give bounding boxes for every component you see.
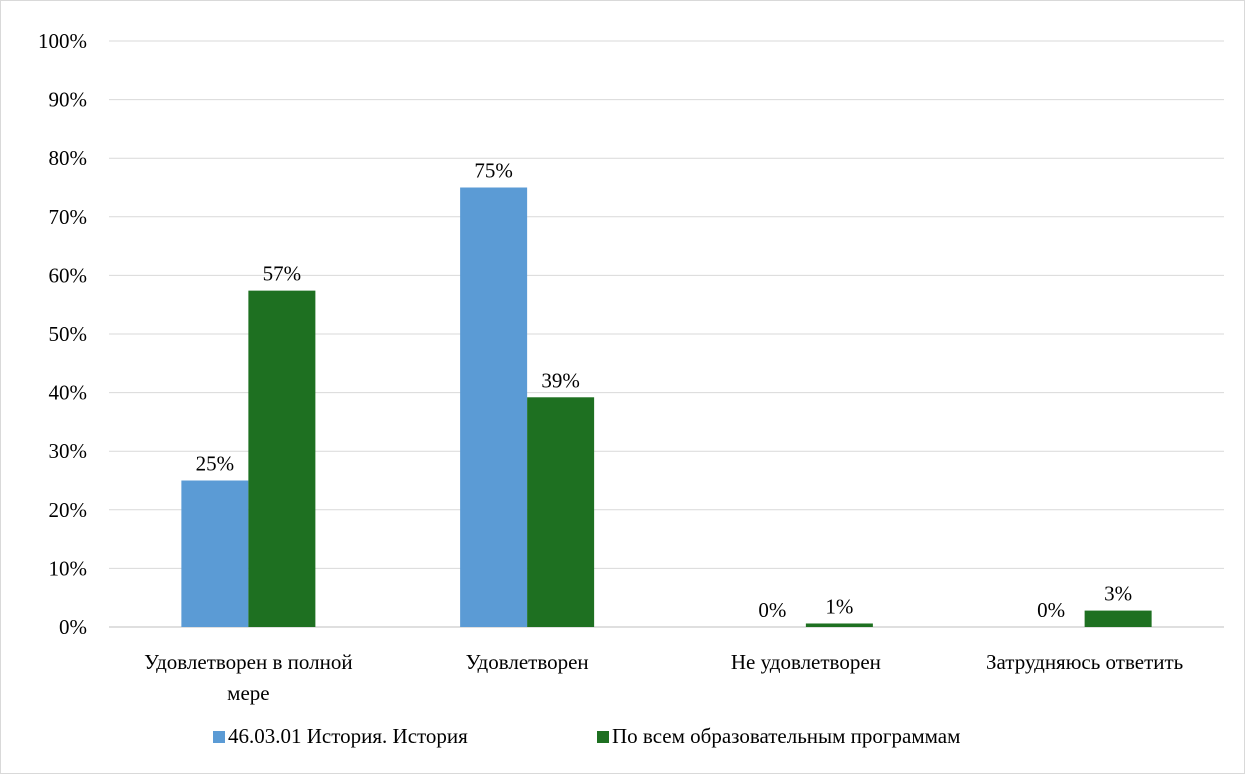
bar bbox=[527, 397, 595, 627]
y-tick-label: 70% bbox=[49, 205, 88, 229]
y-tick-label: 0% bbox=[59, 615, 87, 639]
legend-label: По всем образовательным программам bbox=[612, 724, 960, 748]
data-label: 3% bbox=[1104, 582, 1132, 606]
data-label: 0% bbox=[758, 598, 786, 622]
y-tick-label: 50% bbox=[49, 322, 88, 346]
data-label: 39% bbox=[541, 368, 580, 392]
data-label: 75% bbox=[474, 159, 513, 183]
legend-swatch bbox=[597, 731, 609, 743]
bar bbox=[181, 480, 249, 627]
legend-swatch bbox=[213, 731, 225, 743]
y-tick-label: 90% bbox=[49, 88, 88, 112]
bar bbox=[805, 623, 873, 627]
category-label: Не удовлетворен bbox=[731, 650, 881, 674]
legend: 46.03.01 История. История По всем образов… bbox=[213, 724, 960, 748]
category-label: мере bbox=[227, 681, 269, 705]
bar bbox=[1084, 610, 1152, 627]
data-label: 57% bbox=[263, 262, 302, 286]
bar bbox=[460, 187, 528, 627]
data-labels: 25% 75% 0% 0% 57% 39% 1% 3% bbox=[196, 159, 1133, 623]
y-tick-label: 30% bbox=[49, 439, 88, 463]
category-label: Затрудняюсь ответить bbox=[986, 650, 1183, 674]
y-tick-label: 80% bbox=[49, 146, 88, 170]
data-label: 0% bbox=[1037, 598, 1065, 622]
legend-label: 46.03.01 История. История bbox=[228, 724, 468, 748]
y-tick-label: 40% bbox=[49, 381, 88, 405]
bars bbox=[181, 187, 1152, 627]
y-tick-label: 20% bbox=[49, 498, 88, 522]
category-label: Удовлетворен bbox=[466, 650, 589, 674]
y-tick-label: 100% bbox=[38, 29, 87, 53]
data-label: 25% bbox=[196, 452, 235, 476]
data-label: 1% bbox=[825, 594, 853, 618]
y-tick-label: 10% bbox=[49, 556, 88, 580]
x-axis-category-labels: Удовлетворен в полной мере Удовлетворен Не … bbox=[144, 650, 1183, 705]
y-tick-label: 60% bbox=[49, 263, 88, 287]
y-axis-tick-labels: 0% 10% 20% 30% 40% 50% 60% 70% 80% 90% 100% bbox=[38, 29, 87, 639]
category-label: Удовлетворен в полной bbox=[144, 650, 352, 674]
bar bbox=[248, 290, 316, 627]
